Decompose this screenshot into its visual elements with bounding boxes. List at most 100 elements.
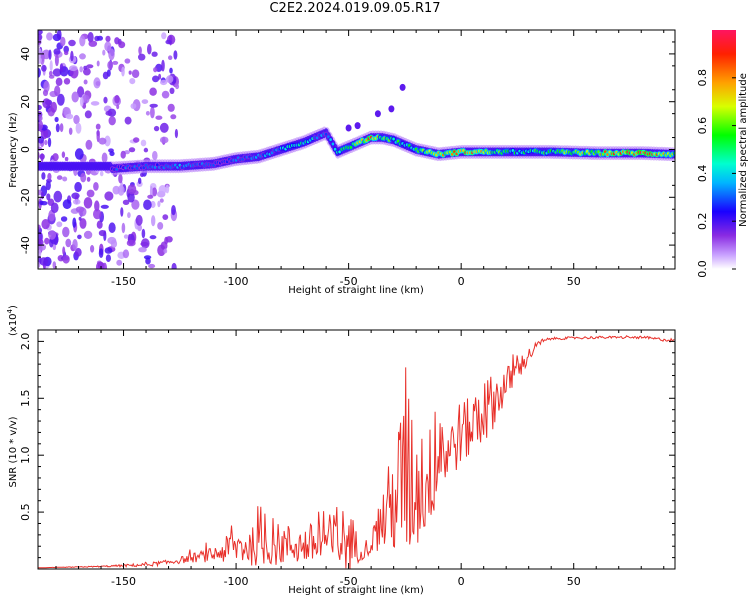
noise-blob [116, 259, 123, 266]
x-tick-label: 50 [567, 575, 581, 588]
noise-blob [79, 218, 87, 229]
noise-blob [72, 239, 78, 251]
noise-blob [62, 199, 72, 210]
noise-blob [93, 208, 102, 220]
noise-blob [158, 185, 167, 195]
noise-blob [40, 191, 45, 200]
noise-blob [38, 104, 42, 111]
noise-blob [151, 187, 158, 197]
x-tick-label: -150 [111, 575, 136, 588]
noise-blob [118, 173, 123, 184]
noise-blob [75, 122, 82, 134]
noise-blob [38, 47, 41, 53]
noise-blob [61, 151, 66, 158]
noise-blob [63, 51, 69, 56]
noise-blob [173, 50, 178, 60]
noise-blob [161, 90, 170, 99]
noise-blob [126, 239, 136, 247]
noise-blob [38, 249, 42, 257]
noise-blob [171, 262, 177, 269]
colorbar-ticks: 0.0 0.2 0.4 0.6 0.8 [696, 69, 736, 278]
noise-blob [122, 199, 130, 205]
noise-blob [83, 67, 91, 76]
chart-title: C2E2.2024.019.09.05.R17 [269, 1, 441, 16]
noise-blob [63, 78, 71, 85]
noise-blob [107, 60, 114, 70]
noise-blob [109, 151, 115, 157]
noise-blob [43, 80, 50, 93]
noise-blob [103, 96, 108, 104]
noise-blob [127, 212, 131, 219]
y-tick-label: -20 [19, 188, 32, 206]
noise-blob [74, 148, 84, 160]
noise-blob [143, 147, 149, 153]
noise-blob [79, 35, 86, 47]
ridge-core [327, 135, 330, 139]
noise-blob [85, 139, 93, 150]
noise-blob [46, 193, 51, 201]
noise-blob [56, 30, 62, 40]
noise-blob [114, 94, 120, 104]
ridge-core [603, 150, 607, 154]
noise-blob [74, 247, 82, 257]
noise-blob [152, 150, 158, 161]
x-tick-label: 0 [458, 575, 465, 588]
noise-blob [120, 207, 124, 217]
noise-blob [143, 255, 152, 260]
noise-blob [108, 222, 116, 233]
noise-blob [88, 40, 98, 47]
noise-blob [164, 236, 169, 245]
noise-blob [50, 101, 57, 113]
noise-blob [98, 137, 107, 145]
y-tick-label: 0 [19, 146, 32, 153]
noise-blob [120, 150, 126, 159]
noise-blob [60, 36, 66, 47]
noise-blob [60, 216, 68, 222]
noise-blob [38, 224, 41, 230]
y-tick-label: 1.0 [19, 446, 32, 464]
snr-frame [37, 329, 676, 570]
noise-blob [68, 39, 76, 47]
x-tick-label: -150 [111, 275, 136, 288]
noise-blob [52, 261, 57, 269]
noise-blob [55, 77, 63, 87]
noise-blob [62, 226, 70, 238]
noise-blob [110, 239, 118, 248]
noise-blob [147, 194, 154, 199]
ridge-core [396, 139, 400, 143]
noise-blob [74, 181, 82, 193]
noise-blob [122, 249, 130, 259]
noise-blob [52, 153, 59, 162]
x-tick-label: -50 [340, 575, 358, 588]
noise-blob [53, 190, 63, 203]
noise-blob [38, 119, 44, 131]
noise-blob [84, 110, 92, 119]
noise-blob [112, 185, 120, 195]
noise-blob [138, 46, 142, 55]
y-tick-label: 2.0 [19, 333, 32, 351]
noise-blob [62, 246, 66, 256]
noise-blob [104, 41, 112, 52]
noise-blob [138, 247, 147, 253]
noise-blob [169, 67, 173, 74]
spectrogram-x-ticks: -150 -100 -50 0 50 [55, 30, 665, 288]
noise-blob [147, 43, 152, 55]
noise-blob [69, 65, 78, 72]
snr-series-line [38, 335, 675, 569]
noise-blob [40, 127, 49, 140]
noise-blob [70, 50, 74, 62]
noise-blob [86, 176, 91, 182]
noise-blob [159, 136, 169, 144]
noise-blob [152, 75, 160, 83]
ridge-core [331, 142, 335, 146]
colorbar-tick-label: 0.8 [696, 69, 709, 87]
noise-blob [62, 176, 68, 182]
noise-blob [166, 75, 174, 84]
noise-blob [83, 230, 93, 239]
noise-blob [141, 238, 150, 249]
noise-blob [104, 247, 113, 254]
x-tick-label: -100 [224, 275, 249, 288]
noise-blob [124, 116, 132, 125]
spectrogram-y-ticks: -40 -20 0 20 40 [19, 41, 675, 258]
noise-blob [161, 59, 165, 72]
